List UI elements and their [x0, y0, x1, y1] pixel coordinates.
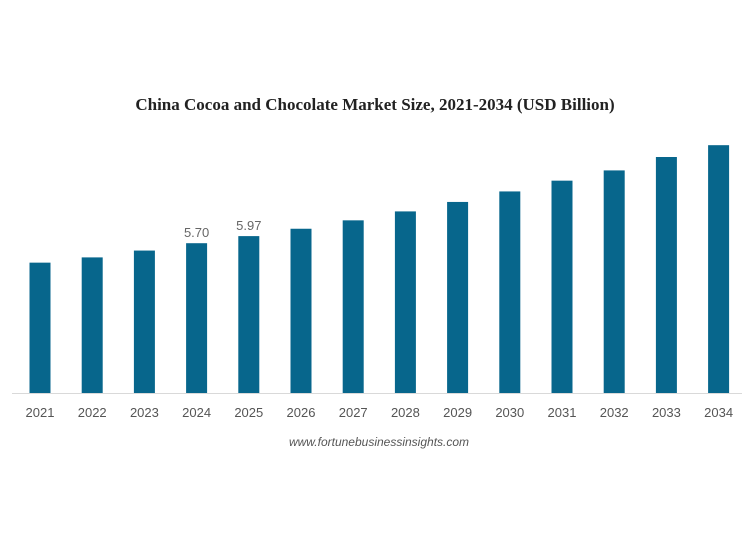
x-tick-label-2027: 2027	[339, 405, 368, 420]
x-tick-label-2023: 2023	[130, 405, 159, 420]
bar-2030	[499, 191, 521, 393]
bar-2026	[290, 228, 312, 393]
x-tick-label-2024: 2024	[182, 405, 211, 420]
bar-2032	[603, 170, 625, 393]
bars-group: 5.70 5.97	[29, 145, 730, 393]
bar-2029	[447, 201, 469, 393]
bar-2021	[29, 262, 51, 393]
x-tick-label-2026: 2026	[287, 405, 316, 420]
bar-2023	[133, 250, 155, 393]
x-tick-label-2031: 2031	[548, 405, 577, 420]
bar-2027	[342, 220, 364, 393]
x-tick-label-2032: 2032	[600, 405, 629, 420]
data-label-2025: 5.97	[236, 218, 261, 233]
x-tick-label-2029: 2029	[443, 405, 472, 420]
bar-2028	[394, 211, 416, 393]
x-tick-label-2025: 2025	[234, 405, 263, 420]
bar-2024	[186, 243, 208, 393]
x-tick-label-2028: 2028	[391, 405, 420, 420]
bar-2025	[238, 236, 260, 393]
x-tick-label-2022: 2022	[78, 405, 107, 420]
source-text: www.fortunebusinessinsights.com	[289, 435, 469, 449]
bar-2033	[655, 157, 677, 393]
chart-title: China Cocoa and Chocolate Market Size, 2…	[135, 95, 614, 114]
bar-2022	[81, 257, 103, 393]
data-label-2024: 5.70	[184, 225, 209, 240]
x-tick-label-2030: 2030	[495, 405, 524, 420]
x-tick-labels: 2021 2022 2023 2024 2025 2026 2027 2028 2029 2030…	[26, 405, 734, 420]
bar-2031	[551, 180, 573, 393]
x-tick-label-2034: 2034	[704, 405, 733, 420]
x-tick-label-2021: 2021	[26, 405, 55, 420]
x-tick-label-2033: 2033	[652, 405, 681, 420]
bar-2034	[708, 145, 730, 393]
